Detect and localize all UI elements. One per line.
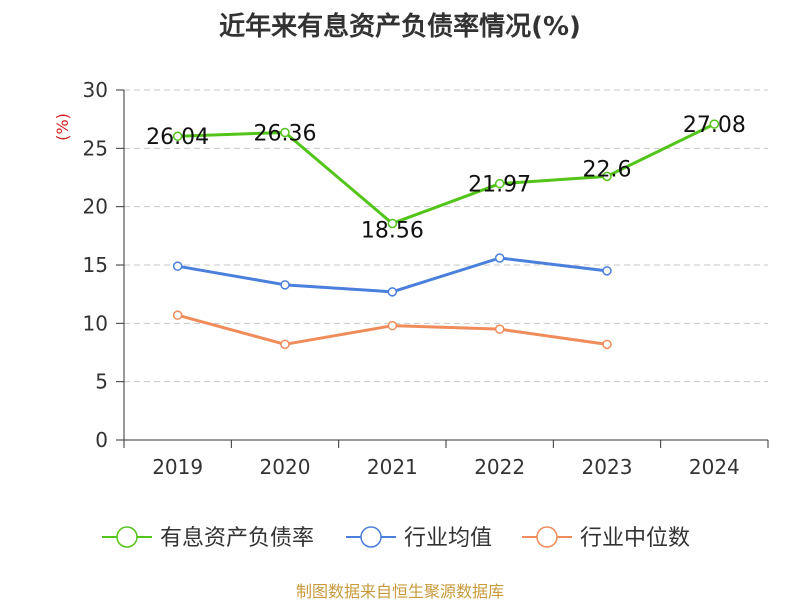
x-tick-label: 2024: [689, 455, 740, 479]
y-tick-label: 30: [83, 78, 108, 102]
series-line: [177, 122, 715, 225]
data-label: 26.04: [146, 125, 209, 150]
y-tick-label: 5: [95, 370, 108, 394]
data-point: [280, 280, 290, 290]
data-point: [280, 127, 290, 138]
data-point: [709, 119, 720, 129]
legend-marker: [360, 526, 382, 548]
data-label: 22.6: [583, 157, 632, 182]
legend-marker: [116, 526, 138, 548]
y-tick-label: 20: [83, 195, 108, 219]
data-point: [172, 261, 183, 271]
legend-label: 行业中位数: [580, 526, 690, 551]
x-tick-label: 2021: [367, 455, 418, 479]
data-point: [494, 178, 505, 189]
data-label: 18.56: [361, 218, 424, 243]
data-point: [387, 320, 398, 331]
data-point: [602, 171, 612, 182]
x-tick-label: 2019: [152, 455, 203, 479]
data-point: [387, 218, 398, 229]
data-point: [280, 339, 290, 350]
data-point: [172, 310, 183, 320]
data-label: 27.08: [683, 113, 746, 138]
chart-title: 近年来有息资产负债率情况(%): [219, 12, 581, 42]
y-axis-label: (%): [53, 113, 72, 141]
y-tick-label: 15: [83, 253, 108, 277]
data-label: 21.97: [468, 173, 531, 198]
data-point: [494, 253, 505, 263]
legend-marker: [536, 526, 558, 548]
y-tick-label: 10: [83, 311, 108, 335]
series-line: [177, 256, 608, 294]
y-tick-label: 25: [83, 136, 108, 160]
source-footer: 制图数据来自恒生聚源数据库: [295, 582, 504, 601]
data-point: [172, 131, 183, 141]
data-point: [387, 287, 398, 297]
legend-label: 行业均值: [404, 526, 492, 551]
data-point: [602, 339, 612, 350]
x-tick-label: 2020: [260, 455, 311, 479]
x-tick-label: 2022: [474, 455, 525, 479]
data-point: [602, 266, 612, 276]
data-point: [494, 324, 505, 334]
y-tick-label: 0: [95, 428, 108, 452]
data-label: 26.36: [254, 121, 317, 146]
x-tick-label: 2023: [582, 455, 633, 479]
legend-label: 有息资产负债率: [160, 526, 314, 551]
